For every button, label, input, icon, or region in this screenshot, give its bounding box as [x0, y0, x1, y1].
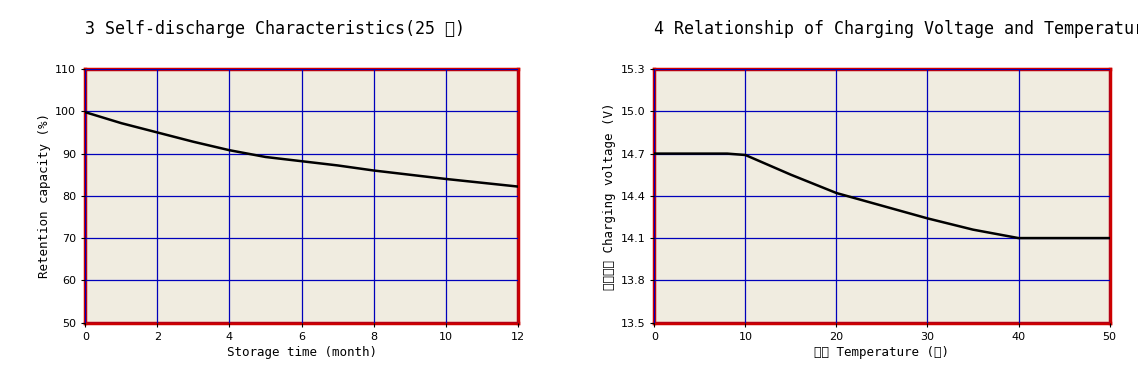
Text: 4 Relationship of Charging Voltage and Temperature: 4 Relationship of Charging Voltage and T…: [654, 20, 1138, 38]
X-axis label: Storage time (month): Storage time (month): [226, 346, 377, 359]
X-axis label: 温度 Temperature (℃): 温度 Temperature (℃): [815, 346, 949, 359]
Text: 3 Self-discharge Characteristics(25 ℃): 3 Self-discharge Characteristics(25 ℃): [85, 20, 465, 38]
Y-axis label: Retention capacity (%): Retention capacity (%): [39, 113, 51, 278]
Y-axis label: 充电电压 Charging voltage (V): 充电电压 Charging voltage (V): [603, 102, 617, 290]
